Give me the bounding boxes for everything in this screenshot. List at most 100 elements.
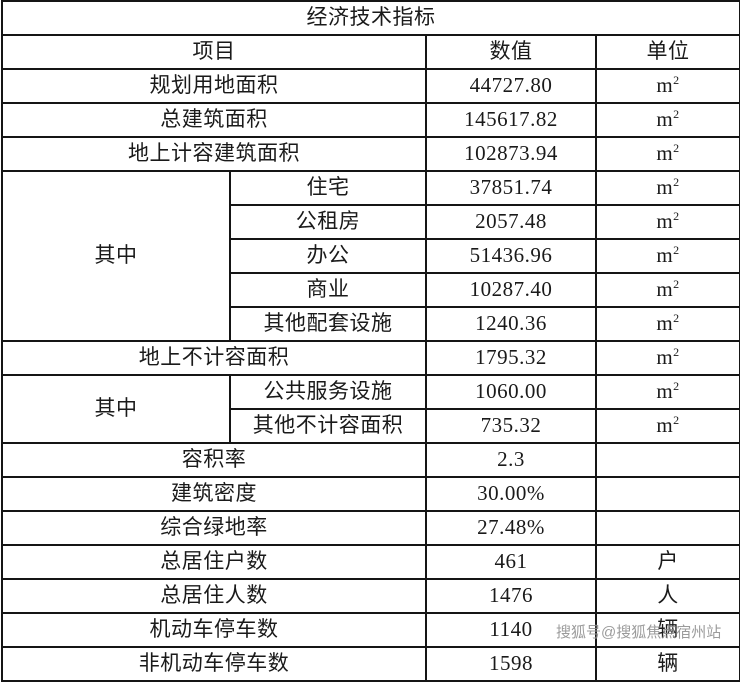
table-row: 综合绿地率 27.48% — [1, 510, 740, 546]
table-row: 总居住人数 1476 人 — [1, 578, 740, 614]
table-row: 非机动车停车数 1598 辆 — [1, 646, 740, 682]
row-value: 27.48% — [425, 510, 597, 546]
table-row: 总建筑面积 145617.82 m2 — [1, 102, 740, 138]
row-unit: m2 — [595, 272, 740, 308]
row-value: 2.3 — [425, 442, 597, 478]
row-unit: m2 — [595, 238, 740, 274]
row-value: 1140 — [425, 612, 597, 648]
row-value: 145617.82 — [425, 102, 597, 138]
row-label: 住宅 — [229, 170, 427, 206]
table-row: 其中 公共服务设施 1060.00 m2 — [1, 374, 740, 444]
table-row: 地上不计容面积 1795.32 m2 — [1, 340, 740, 376]
row-value: 1598 — [425, 646, 597, 682]
row-unit — [595, 510, 740, 546]
unit-sqm-text: m — [656, 345, 674, 370]
row-unit: 人 — [595, 578, 740, 614]
row-label: 办公 — [229, 238, 427, 274]
unit-sqm-text: m — [656, 243, 674, 268]
row-value: 1060.00 — [425, 374, 597, 410]
unit-sqm-superscript: 2 — [673, 277, 680, 292]
row-value: 10287.40 — [425, 272, 597, 308]
row-value: 735.32 — [425, 408, 597, 444]
unit-sqm-superscript: 2 — [673, 413, 680, 428]
row-label: 总居住户数 — [1, 544, 427, 580]
table-row: 总居住户数 461 户 — [1, 544, 740, 580]
row-label: 建筑密度 — [1, 476, 427, 512]
row-value: 1476 — [425, 578, 597, 614]
row-unit: m2 — [595, 340, 740, 376]
row-value: 44727.80 — [425, 68, 597, 104]
row-label: 商业 — [229, 272, 427, 308]
column-header-value: 数值 — [425, 34, 597, 70]
table-title-row: 经济技术指标 — [1, 0, 740, 36]
row-label: 其他不计容面积 — [229, 408, 427, 444]
unit-sqm-text: m — [656, 379, 674, 404]
unit-sqm-text: m — [656, 277, 674, 302]
table-row: 容积率 2.3 — [1, 442, 740, 478]
table-row: 地上计容建筑面积 102873.94 m2 — [1, 136, 740, 172]
table-row: 其他不计容面积 735.32 m2 — [2, 408, 740, 444]
table-row: 办公 51436.96 m2 — [2, 238, 740, 274]
row-unit: m2 — [595, 306, 740, 342]
row-unit: m2 — [595, 102, 740, 138]
table-header-row: 项目 数值 单位 — [1, 34, 740, 70]
row-label: 公租房 — [229, 204, 427, 240]
table-row: 规划用地面积 44727.80 m2 — [1, 68, 740, 104]
unit-sqm-text: m — [656, 209, 674, 234]
row-unit: m2 — [595, 170, 740, 206]
row-unit — [595, 442, 740, 478]
table-row: 机动车停车数 1140 辆 — [1, 612, 740, 648]
table-row: 公租房 2057.48 m2 — [2, 204, 740, 240]
row-unit: m2 — [595, 68, 740, 104]
row-value: 2057.48 — [425, 204, 597, 240]
row-value: 51436.96 — [425, 238, 597, 274]
row-label: 综合绿地率 — [1, 510, 427, 546]
group-label-qizhong-2: 其中 — [1, 374, 231, 444]
row-label: 机动车停车数 — [1, 612, 427, 648]
row-label: 地上不计容面积 — [1, 340, 427, 376]
group-label-qizhong-1: 其中 — [1, 170, 231, 342]
table-row: 其他配套设施 1240.36 m2 — [2, 306, 740, 342]
unit-sqm-superscript: 2 — [673, 141, 680, 156]
unit-sqm-text: m — [656, 141, 674, 166]
row-value: 37851.74 — [425, 170, 597, 206]
unit-sqm-text: m — [656, 413, 674, 438]
unit-sqm-superscript: 2 — [673, 379, 680, 394]
unit-sqm-superscript: 2 — [673, 107, 680, 122]
row-unit: 辆 — [595, 612, 740, 648]
row-unit: m2 — [595, 374, 740, 410]
row-label: 其他配套设施 — [229, 306, 427, 342]
row-value: 102873.94 — [425, 136, 597, 172]
table-row: 其中 住宅 37851.74 m2 — [1, 170, 740, 342]
row-unit: m2 — [595, 136, 740, 172]
unit-sqm-text: m — [656, 311, 674, 336]
column-header-unit: 单位 — [595, 34, 740, 70]
row-label: 地上计容建筑面积 — [1, 136, 427, 172]
unit-sqm-superscript: 2 — [673, 175, 680, 190]
row-unit: 辆 — [595, 646, 740, 682]
unit-sqm-text: m — [656, 175, 674, 200]
row-value: 1240.36 — [425, 306, 597, 342]
unit-sqm-text: m — [656, 107, 674, 132]
row-unit: 户 — [595, 544, 740, 580]
unit-sqm-superscript: 2 — [673, 73, 680, 88]
table-row: 商业 10287.40 m2 — [2, 272, 740, 308]
column-header-item: 项目 — [1, 34, 427, 70]
row-label: 总建筑面积 — [1, 102, 427, 138]
row-unit — [595, 476, 740, 512]
row-label: 非机动车停车数 — [1, 646, 427, 682]
page-title: 经济技术指标 — [1, 0, 740, 36]
unit-sqm-superscript: 2 — [673, 209, 680, 224]
unit-sqm-text: m — [656, 73, 674, 98]
unit-sqm-superscript: 2 — [673, 345, 680, 360]
row-label: 容积率 — [1, 442, 427, 478]
row-value: 1795.32 — [425, 340, 597, 376]
row-label: 规划用地面积 — [1, 68, 427, 104]
row-value: 461 — [425, 544, 597, 580]
unit-sqm-superscript: 2 — [673, 311, 680, 326]
row-unit: m2 — [595, 408, 740, 444]
table-row: 建筑密度 30.00% — [1, 476, 740, 512]
row-label: 总居住人数 — [1, 578, 427, 614]
